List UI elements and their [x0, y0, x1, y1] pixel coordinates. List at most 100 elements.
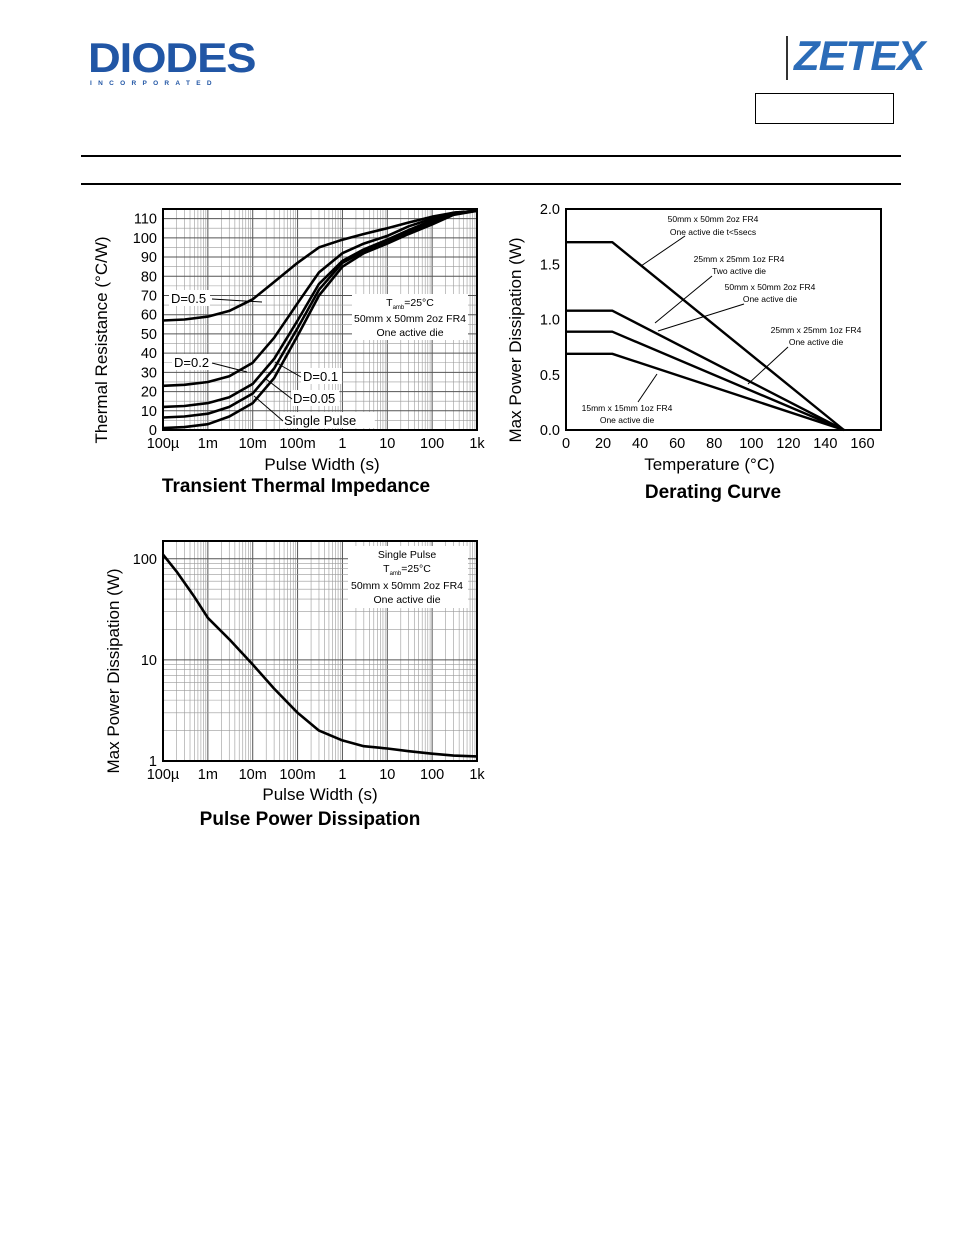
x-tick-label: 10	[379, 767, 395, 783]
note-t: T	[386, 297, 393, 309]
series-line	[161, 553, 478, 758]
annotation-line-2: Two active die	[712, 266, 766, 276]
y-tick-label: 60	[141, 308, 157, 324]
x-tick-label: 160	[850, 436, 874, 452]
series-label-leader	[274, 361, 302, 378]
y-tick-label: 30	[141, 365, 157, 381]
note-line-3: One active die	[373, 594, 440, 606]
series-line	[162, 209, 478, 430]
annotation-leader	[640, 235, 686, 267]
note-t: T	[383, 563, 390, 575]
series-label: D=0.2	[174, 355, 209, 370]
series-label: D=0.1	[303, 369, 338, 384]
annotation-leader	[637, 373, 658, 403]
note-bg	[352, 294, 468, 340]
chart-title-pulse-power: Pulse Power Dissipation	[199, 809, 421, 830]
y-tick-label: 70	[141, 288, 157, 304]
part-number-box	[755, 93, 894, 124]
x-tick-label: 0	[562, 436, 570, 452]
note-temp: =25°C	[401, 563, 431, 575]
y-tick-label: 1.0	[540, 313, 560, 329]
x-tick-label: 1m	[198, 767, 218, 783]
annotation-line-2: One active die	[600, 415, 655, 425]
note-line-1: Tamb=25°C	[383, 563, 431, 577]
series-line	[162, 209, 478, 419]
series-line	[566, 330, 845, 432]
y-tick-label: 10	[141, 653, 157, 669]
y-axis-label: Max Power Dissipation (W)	[506, 238, 525, 443]
annotation-line-1: 25mm x 25mm 1oz FR4	[694, 254, 785, 264]
note-sub: amb	[390, 571, 402, 577]
x-tick-label: 1k	[469, 767, 485, 783]
x-tick-label: 120	[776, 436, 800, 452]
plot-frame	[162, 540, 478, 762]
x-tick-label: 10m	[239, 436, 267, 452]
header-rule-bottom	[81, 183, 901, 185]
series-label: Single Pulse	[284, 413, 356, 428]
y-tick-label: 1	[149, 754, 157, 770]
zetex-logo: ZETEX	[786, 32, 925, 80]
plot-frame	[162, 208, 478, 431]
series-label-bg	[282, 412, 375, 428]
x-tick-label: 100m	[279, 436, 315, 452]
y-tick-label: 110	[134, 212, 157, 228]
x-tick-label: 140	[813, 436, 837, 452]
annotation-leader	[654, 275, 713, 324]
annotation-leader	[657, 303, 745, 332]
x-tick-label: 60	[669, 436, 685, 452]
x-tick-label: 40	[632, 436, 648, 452]
annotation-line-2: One active die	[789, 337, 844, 347]
chart-title-derating: Derating Curve	[644, 482, 782, 503]
plot-frame	[565, 208, 882, 431]
x-axis-label: Pulse Width (s)	[264, 455, 379, 474]
y-axis-label: Thermal Resistance (°C/W)	[92, 236, 111, 443]
chart-title-transient: Transient Thermal Impedance	[161, 476, 431, 497]
note-line-1: Tamb=25°C	[386, 297, 434, 311]
series-label-bg	[291, 390, 340, 406]
y-tick-label: 10	[141, 404, 157, 420]
y-tick-label: 0.0	[540, 423, 560, 439]
y-tick-label: 40	[141, 346, 157, 362]
diodes-logo-word: DIODES	[88, 34, 257, 81]
y-tick-label: 20	[141, 385, 157, 401]
series-line	[162, 209, 478, 322]
x-axis-label: Pulse Width (s)	[262, 785, 377, 804]
note-line-3: One active die	[376, 327, 443, 339]
y-tick-label: 100	[133, 231, 157, 247]
x-tick-label: 1	[338, 436, 346, 452]
x-tick-label: 80	[706, 436, 722, 452]
series-line	[566, 241, 845, 431]
y-tick-label: 100	[133, 552, 157, 568]
series-label-bg	[169, 290, 210, 306]
annotation-line-1: 50mm x 50mm 2oz FR4	[668, 214, 759, 224]
series-label-bg	[172, 354, 213, 370]
series-line	[162, 209, 478, 388]
y-tick-label: 0	[149, 423, 157, 439]
annotation-line-1: 15mm x 15mm 1oz FR4	[582, 403, 673, 413]
series-label-leader	[211, 362, 248, 373]
zetex-logo-bar	[786, 36, 788, 80]
series-line	[566, 309, 845, 432]
y-tick-label: 0.5	[540, 368, 560, 384]
note-line-2: 50mm x 50mm 2oz FR4	[351, 580, 463, 592]
y-tick-label: 50	[141, 327, 157, 343]
note-line-2: 50mm x 50mm 2oz FR4	[354, 313, 466, 325]
x-tick-label: 1k	[469, 436, 485, 452]
note-temp: =25°C	[404, 297, 434, 309]
x-tick-label: 10m	[239, 767, 267, 783]
note-bg	[348, 546, 468, 608]
x-tick-label: 20	[595, 436, 611, 452]
note-sub: amb	[393, 305, 405, 311]
annotation-line-2: One active die t<5secs	[670, 227, 756, 237]
series-label-leader	[253, 395, 284, 422]
zetex-logo-word: ZETEX	[794, 32, 925, 79]
x-tick-label: 1	[338, 767, 346, 783]
y-tick-label: 2.0	[540, 202, 560, 218]
series-label-leader	[211, 298, 263, 303]
note-line-0: Single Pulse	[378, 549, 437, 561]
series-label-leader	[265, 378, 293, 400]
x-tick-label: 1m	[198, 436, 218, 452]
x-axis-label: Temperature (°C)	[644, 455, 775, 474]
x-tick-label: 100	[420, 436, 444, 452]
